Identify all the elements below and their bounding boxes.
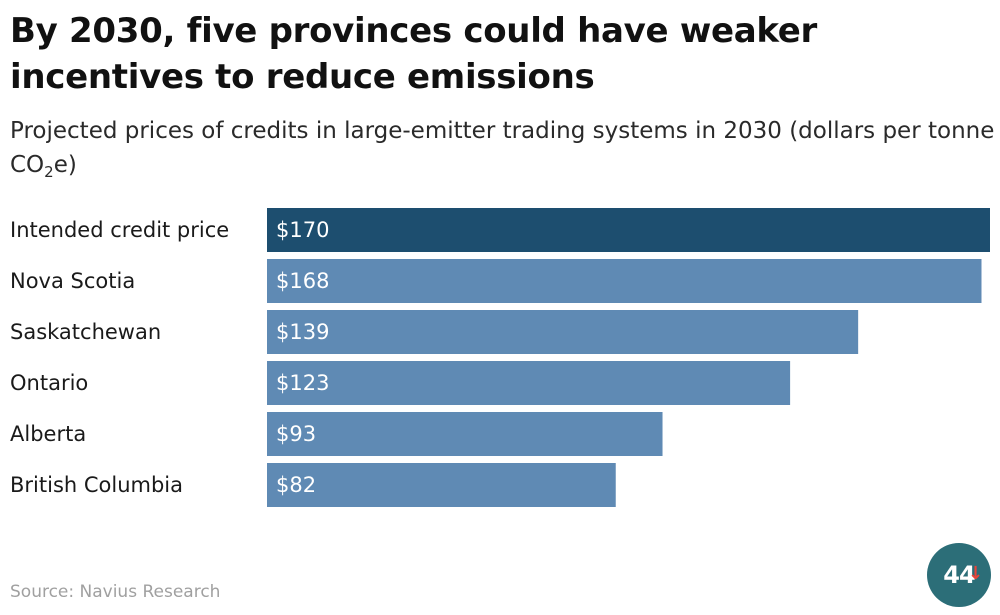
value-label: $170 xyxy=(276,218,329,242)
brand-logo: 44 ↓ xyxy=(927,543,991,607)
bar-row: Ontario $123 xyxy=(10,361,791,405)
subtitle-subscript: 2 xyxy=(44,163,54,181)
subtitle-end: e) xyxy=(53,152,77,178)
bar xyxy=(267,463,616,507)
source-note: Source: Navius Research xyxy=(10,582,221,602)
value-label: $168 xyxy=(276,269,329,293)
bar-chart: Intended credit price $170 Nova Scotia $168… xyxy=(10,208,990,507)
bar xyxy=(267,361,791,405)
category-label: British Columbia xyxy=(10,473,183,497)
bar xyxy=(267,310,859,354)
bar-row: Alberta $93 xyxy=(10,412,663,456)
chart-title: By 2030, five provinces could have weake… xyxy=(10,11,817,97)
value-label: $139 xyxy=(276,320,329,344)
category-label: Alberta xyxy=(10,422,86,446)
value-label: $93 xyxy=(276,422,316,446)
category-label: Ontario xyxy=(10,371,88,395)
bar xyxy=(267,412,663,456)
category-label: Intended credit price xyxy=(10,218,229,242)
bar-row: Intended credit price $170 xyxy=(10,208,990,252)
down-arrow-icon: ↓ xyxy=(968,563,984,584)
bar-row: Nova Scotia $168 xyxy=(10,259,982,303)
category-label: Saskatchewan xyxy=(10,320,161,344)
value-label: $82 xyxy=(276,473,316,497)
logo-text: 44 xyxy=(943,561,975,589)
bar xyxy=(267,259,982,303)
chart-subtitle: Projected prices of credits in large-emi… xyxy=(10,114,995,182)
subtitle-text: Projected prices of credits in large-emi… xyxy=(10,118,995,178)
bar xyxy=(267,208,990,252)
category-label: Nova Scotia xyxy=(10,269,135,293)
bar-row: Saskatchewan $139 xyxy=(10,310,859,354)
bar-row: British Columbia $82 xyxy=(10,463,616,507)
value-label: $123 xyxy=(276,371,329,395)
